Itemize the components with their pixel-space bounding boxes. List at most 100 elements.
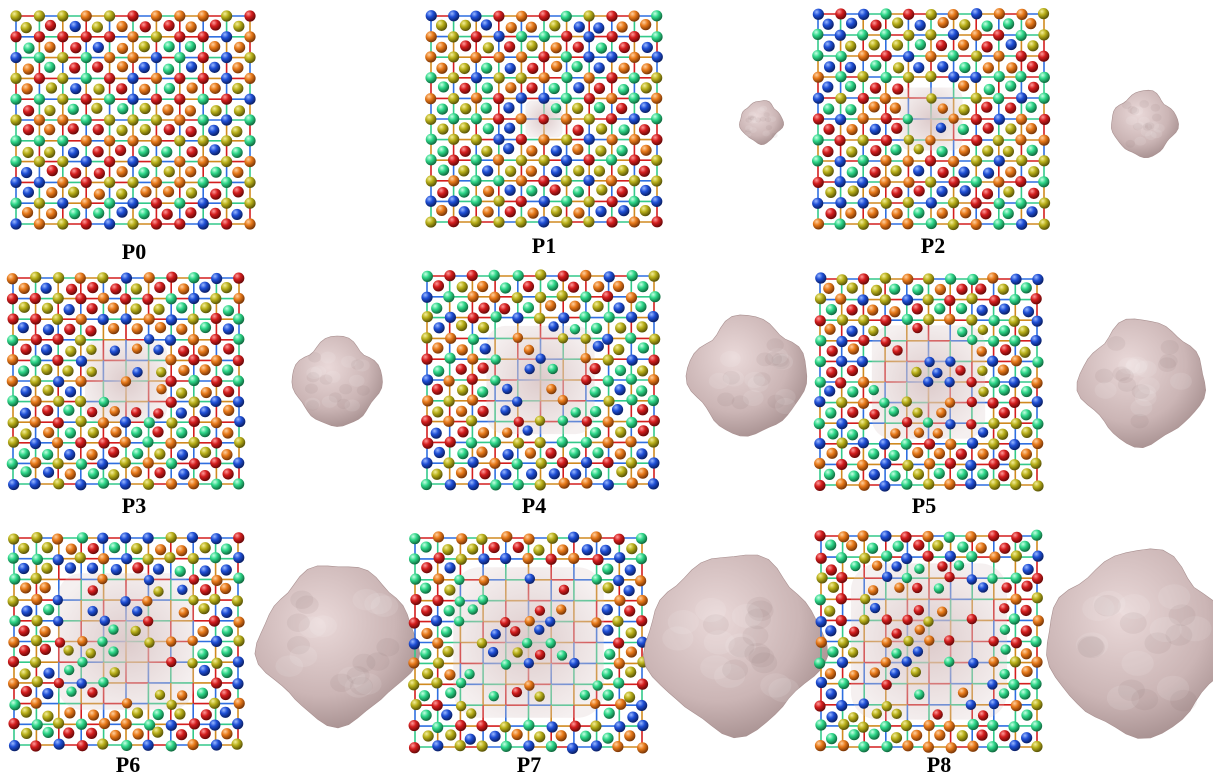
atom: [824, 668, 837, 680]
atom: [602, 479, 614, 491]
atom: [17, 322, 29, 334]
atom: [845, 104, 857, 116]
atom: [131, 323, 143, 335]
atom: [1031, 656, 1043, 668]
atom: [1008, 438, 1021, 451]
atom: [992, 134, 1004, 147]
atom: [1008, 679, 1020, 691]
atom: [488, 541, 500, 554]
atom: [63, 404, 75, 416]
atom: [511, 458, 523, 470]
atom: [580, 456, 593, 469]
atom: [1020, 366, 1032, 378]
atom: [636, 385, 648, 397]
atom: [546, 532, 559, 544]
atom: [628, 154, 641, 166]
atom: [165, 375, 177, 387]
atom: [444, 436, 456, 448]
atom: [116, 206, 128, 218]
atom: [1001, 582, 1012, 593]
atom: [527, 62, 539, 74]
atom: [626, 394, 638, 406]
atom: [858, 8, 870, 20]
atom: [878, 438, 891, 450]
atom: [526, 468, 538, 480]
atom: [923, 616, 934, 627]
atom: [127, 135, 139, 147]
atom: [606, 216, 618, 228]
atom: [120, 718, 132, 730]
atom: [592, 300, 604, 312]
atom: [467, 604, 479, 615]
atom: [957, 687, 969, 698]
panel-label-p4: P4: [521, 493, 547, 518]
atom: [197, 156, 209, 168]
atom: [199, 565, 211, 577]
atom: [812, 71, 824, 83]
atom: [998, 384, 1010, 396]
atom: [1016, 92, 1028, 104]
atom: [43, 604, 55, 616]
atom: [590, 531, 602, 543]
atom: [467, 333, 480, 345]
atom: [176, 690, 188, 701]
atom: [625, 332, 637, 344]
atom: [10, 197, 22, 209]
atom: [470, 10, 482, 22]
atom: [142, 596, 153, 607]
atom: [143, 313, 155, 325]
atom: [847, 386, 859, 398]
atom: [119, 436, 131, 448]
atom: [847, 185, 859, 197]
atom: [827, 428, 839, 440]
atom: [593, 22, 605, 34]
atom: [913, 62, 925, 74]
atom: [187, 478, 200, 490]
atom: [7, 395, 19, 407]
atom: [966, 419, 977, 430]
atom: [430, 615, 443, 627]
atom: [636, 321, 648, 333]
atom: [601, 668, 613, 680]
atom: [902, 459, 914, 472]
atom: [638, 124, 651, 136]
atom: [448, 133, 460, 145]
atom: [187, 334, 200, 346]
atom: [879, 294, 891, 306]
atom: [870, 145, 882, 157]
atom: [626, 270, 638, 282]
atom: [233, 457, 245, 469]
atom: [521, 637, 533, 649]
atom: [199, 281, 211, 293]
atom: [1020, 648, 1032, 660]
atom: [835, 71, 847, 83]
atom: [478, 553, 490, 565]
atom: [571, 61, 583, 73]
atom: [108, 646, 119, 657]
atom: [936, 185, 948, 198]
atom: [42, 324, 55, 336]
atom: [573, 82, 585, 94]
atom: [104, 135, 116, 147]
atom: [526, 185, 538, 197]
atom: [922, 294, 934, 306]
atom: [490, 311, 502, 323]
atom: [959, 185, 971, 197]
atom: [456, 533, 468, 545]
atom: [966, 293, 978, 305]
atom: [425, 154, 437, 166]
atom: [569, 657, 580, 669]
atom: [219, 706, 232, 718]
atom: [636, 615, 648, 627]
atom: [470, 31, 482, 43]
atom: [454, 740, 466, 752]
atom: [560, 92, 572, 104]
atom: [74, 395, 87, 407]
atom: [222, 468, 234, 480]
atom: [636, 678, 649, 690]
atom: [922, 376, 934, 388]
atom: [127, 114, 139, 126]
atom: [142, 616, 154, 627]
atom: [583, 10, 595, 22]
atom: [10, 10, 22, 22]
